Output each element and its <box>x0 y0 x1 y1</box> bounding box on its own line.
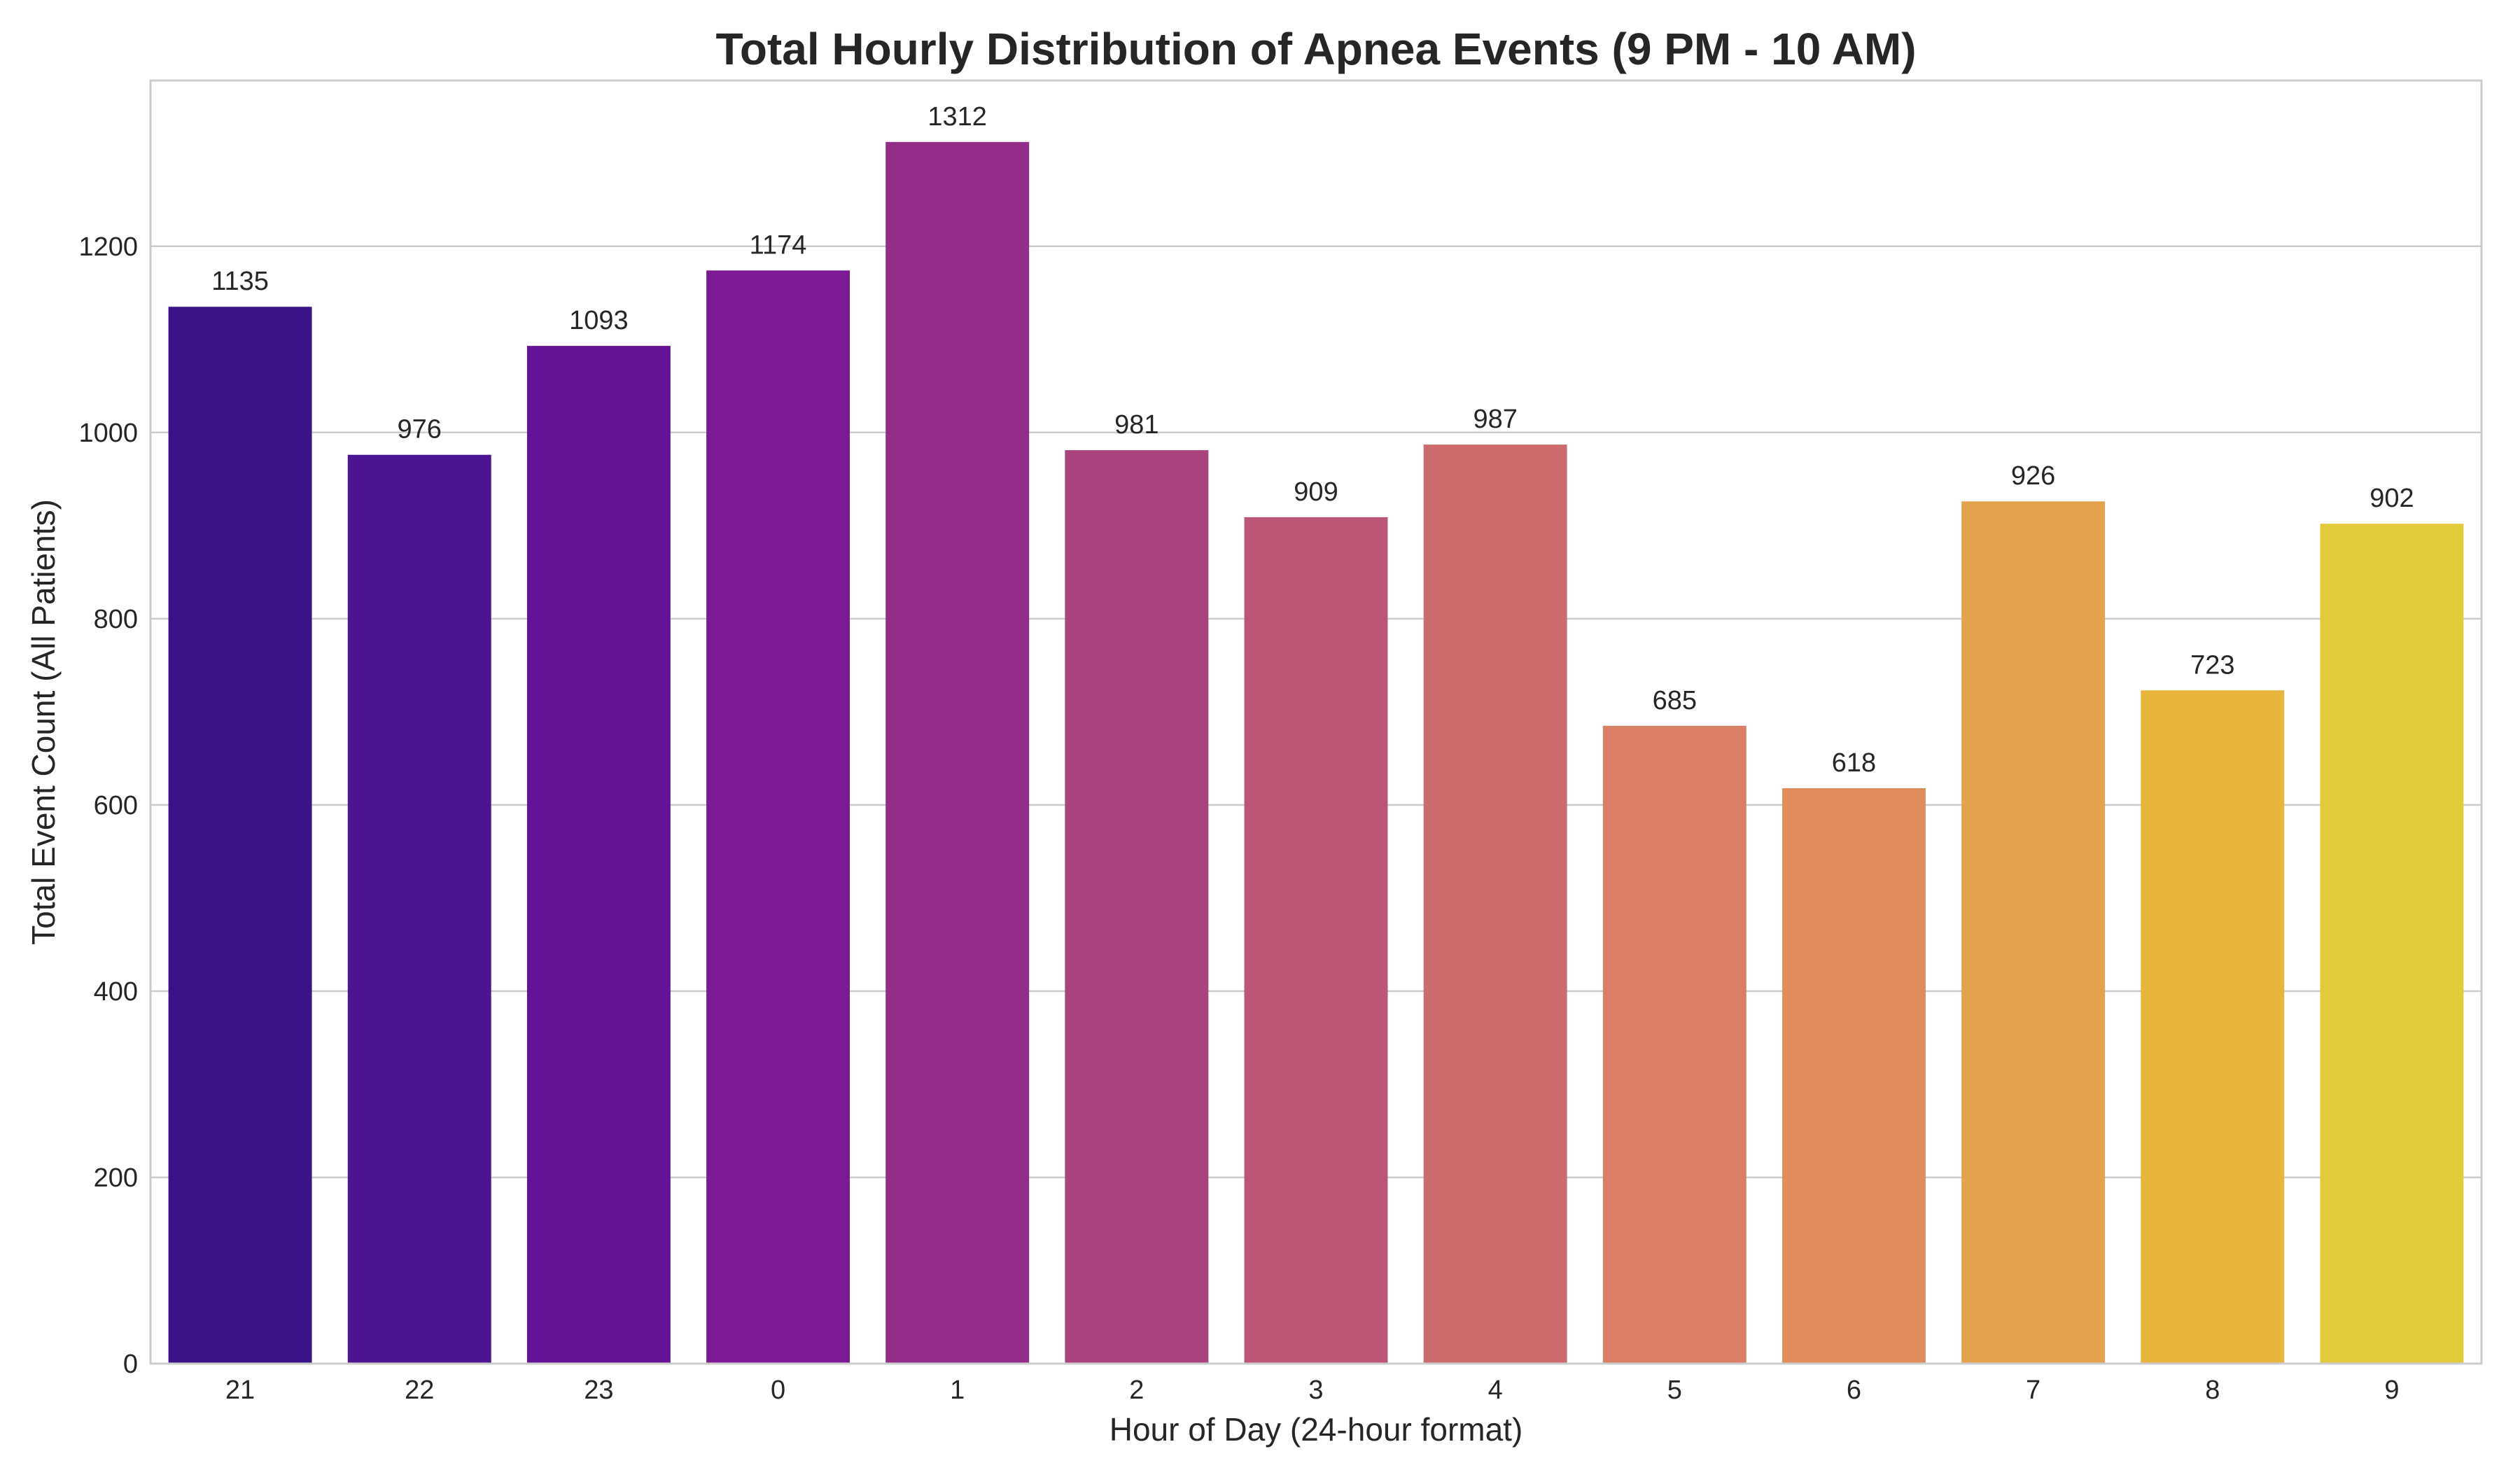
bar <box>1782 788 1926 1364</box>
bar <box>168 307 312 1364</box>
bar <box>2320 524 2464 1364</box>
y-tick-label: 400 <box>94 977 138 1007</box>
bar-value-label: 1312 <box>927 102 987 132</box>
bar-value-label: 926 <box>2011 461 2055 491</box>
y-tick-label: 1000 <box>78 419 138 448</box>
x-axis-ticks: 21 22 23 0 1 2 3 4 5 6 7 8 9 <box>225 1376 2400 1405</box>
x-axis-label: Hour of Day (24-hour format) <box>1110 1411 1523 1448</box>
bar-value-label: 976 <box>398 415 442 444</box>
x-tick-label: 0 <box>771 1376 785 1405</box>
bar <box>886 141 1030 1364</box>
x-tick-label: 3 <box>1308 1376 1323 1405</box>
bar-value-label: 1135 <box>211 267 269 296</box>
bar-value-label: 909 <box>1294 477 1338 507</box>
data-labels: 1135 976 1093 1174 1312 981 909 987 685 618 926 723… <box>211 102 2414 778</box>
x-tick-label: 23 <box>584 1376 613 1405</box>
chart-title: Total Hourly Distribution of Apnea Event… <box>715 24 1916 74</box>
bar-value-label: 981 <box>1114 410 1158 440</box>
plot-frame <box>149 79 2483 1365</box>
y-tick-label: 600 <box>94 791 138 820</box>
x-tick-label: 1 <box>950 1376 965 1405</box>
bar <box>706 270 850 1364</box>
bar <box>1065 450 1209 1364</box>
y-axis-label: Total Event Count (All Patients) <box>25 499 62 945</box>
bar-value-label: 618 <box>1832 748 1876 778</box>
y-tick-label: 200 <box>94 1163 138 1193</box>
y-tick-label: 1200 <box>78 232 138 262</box>
x-tick-label: 21 <box>225 1376 255 1405</box>
bar-value-label: 1174 <box>750 230 807 260</box>
bars <box>168 141 2464 1364</box>
y-tick-label: 800 <box>94 605 138 634</box>
x-tick-label: 6 <box>1847 1376 1861 1405</box>
x-tick-label: 2 <box>1129 1376 1144 1405</box>
bar <box>347 454 491 1364</box>
bar-value-label: 987 <box>1473 405 1517 434</box>
bar-value-label: 723 <box>2190 650 2234 680</box>
y-tick-label: 0 <box>123 1350 138 1379</box>
bar <box>2141 690 2285 1364</box>
x-tick-label: 4 <box>1488 1376 1503 1405</box>
bar <box>1961 501 2106 1364</box>
bar <box>1244 517 1388 1364</box>
x-tick-label: 8 <box>2205 1376 2220 1405</box>
bar <box>1423 444 1567 1364</box>
bar-value-label: 1093 <box>569 306 629 335</box>
bar <box>1602 725 1746 1364</box>
bar <box>526 346 671 1364</box>
x-tick-label: 22 <box>405 1376 434 1405</box>
y-axis-ticks: 0 200 400 600 800 1000 1200 <box>78 232 138 1379</box>
x-tick-label: 7 <box>2026 1376 2040 1405</box>
bar-value-label: 902 <box>2370 484 2414 513</box>
bar-value-label: 685 <box>1653 686 1697 715</box>
x-tick-label: 5 <box>1667 1376 1682 1405</box>
x-tick-label: 9 <box>2384 1376 2399 1405</box>
